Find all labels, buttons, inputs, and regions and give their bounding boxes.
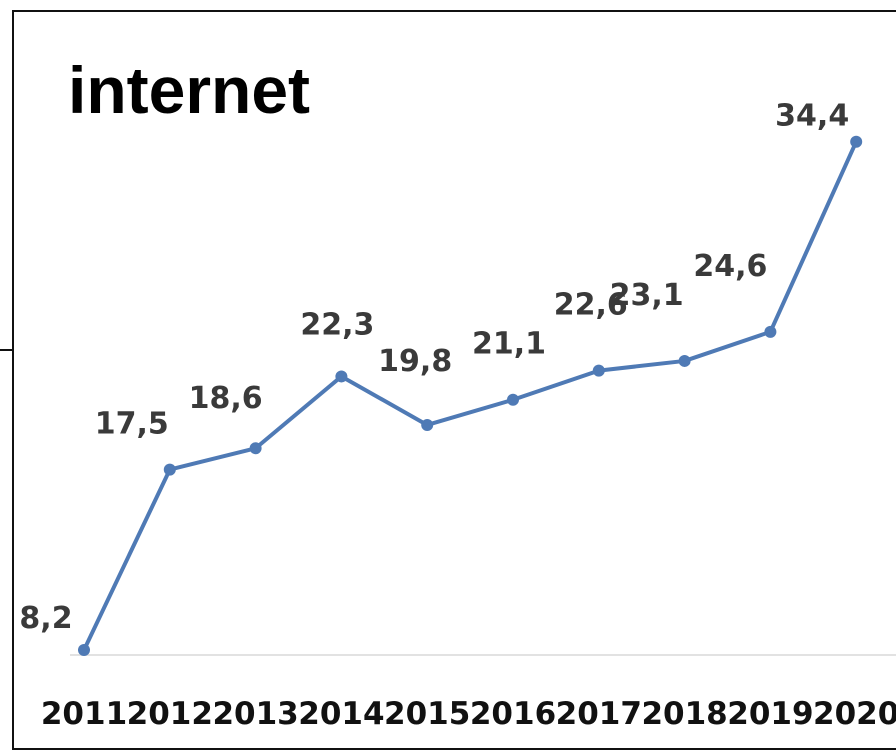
x-tick-label-2014: 2014 (298, 696, 384, 728)
data-label-2015: 19,8 (378, 344, 452, 379)
data-label-2020: 34,4 (775, 99, 849, 134)
data-label-2017: 22,6 (554, 288, 628, 323)
frame-tick-mark (0, 349, 12, 351)
data-label-layer: 8,2 17,5 18,6 22,319,8 21,122,623,1 24,6 34,4 (19, 99, 849, 636)
x-tick-label-2012: 2012 (127, 696, 213, 728)
data-point-2019 (764, 325, 777, 338)
data-label-2018: 23,1 (610, 278, 684, 313)
x-tick-label-2019: 2019 (727, 696, 813, 728)
data-label-2012: 17,5 (95, 407, 169, 442)
data-point-2014 (335, 370, 348, 383)
x-tick-label-2018: 2018 (641, 696, 727, 728)
data-point-2013 (249, 442, 262, 455)
x-tick-layer: 2011 2012 2013 2014 2015 2016 2017 2018 2019 2020 (41, 696, 896, 728)
data-point-2012 (163, 463, 176, 476)
x-tick-label-2015: 2015 (384, 696, 470, 728)
data-point-2016 (507, 393, 519, 406)
data-label-2011: 8,2 (19, 601, 72, 636)
data-point-2017 (592, 364, 605, 377)
data-point-2015 (421, 418, 434, 431)
x-tick-label-2020: 2020 (813, 696, 896, 728)
chart-title: internet (68, 53, 311, 127)
data-label-2016: 21,1 (472, 327, 546, 362)
series-layer (78, 135, 863, 656)
data-point-2018 (678, 354, 691, 367)
data-label-2019: 24,6 (693, 249, 767, 284)
data-point-2011 (78, 644, 90, 656)
x-tick-label-2013: 2013 (212, 696, 298, 728)
line-chart: 8,217,518,622,319,8 21,122,623,124,634,4 … (19, 99, 896, 728)
data-point-2020 (850, 135, 863, 148)
x-tick-label-2016: 2016 (470, 696, 556, 728)
data-label-2014: 22,3 (300, 307, 374, 342)
series-line (82, 140, 859, 651)
x-tick-label-2011: 2011 (41, 696, 127, 728)
x-tick-label-2017: 2017 (556, 696, 642, 728)
data-label-2013: 18,6 (189, 381, 263, 416)
